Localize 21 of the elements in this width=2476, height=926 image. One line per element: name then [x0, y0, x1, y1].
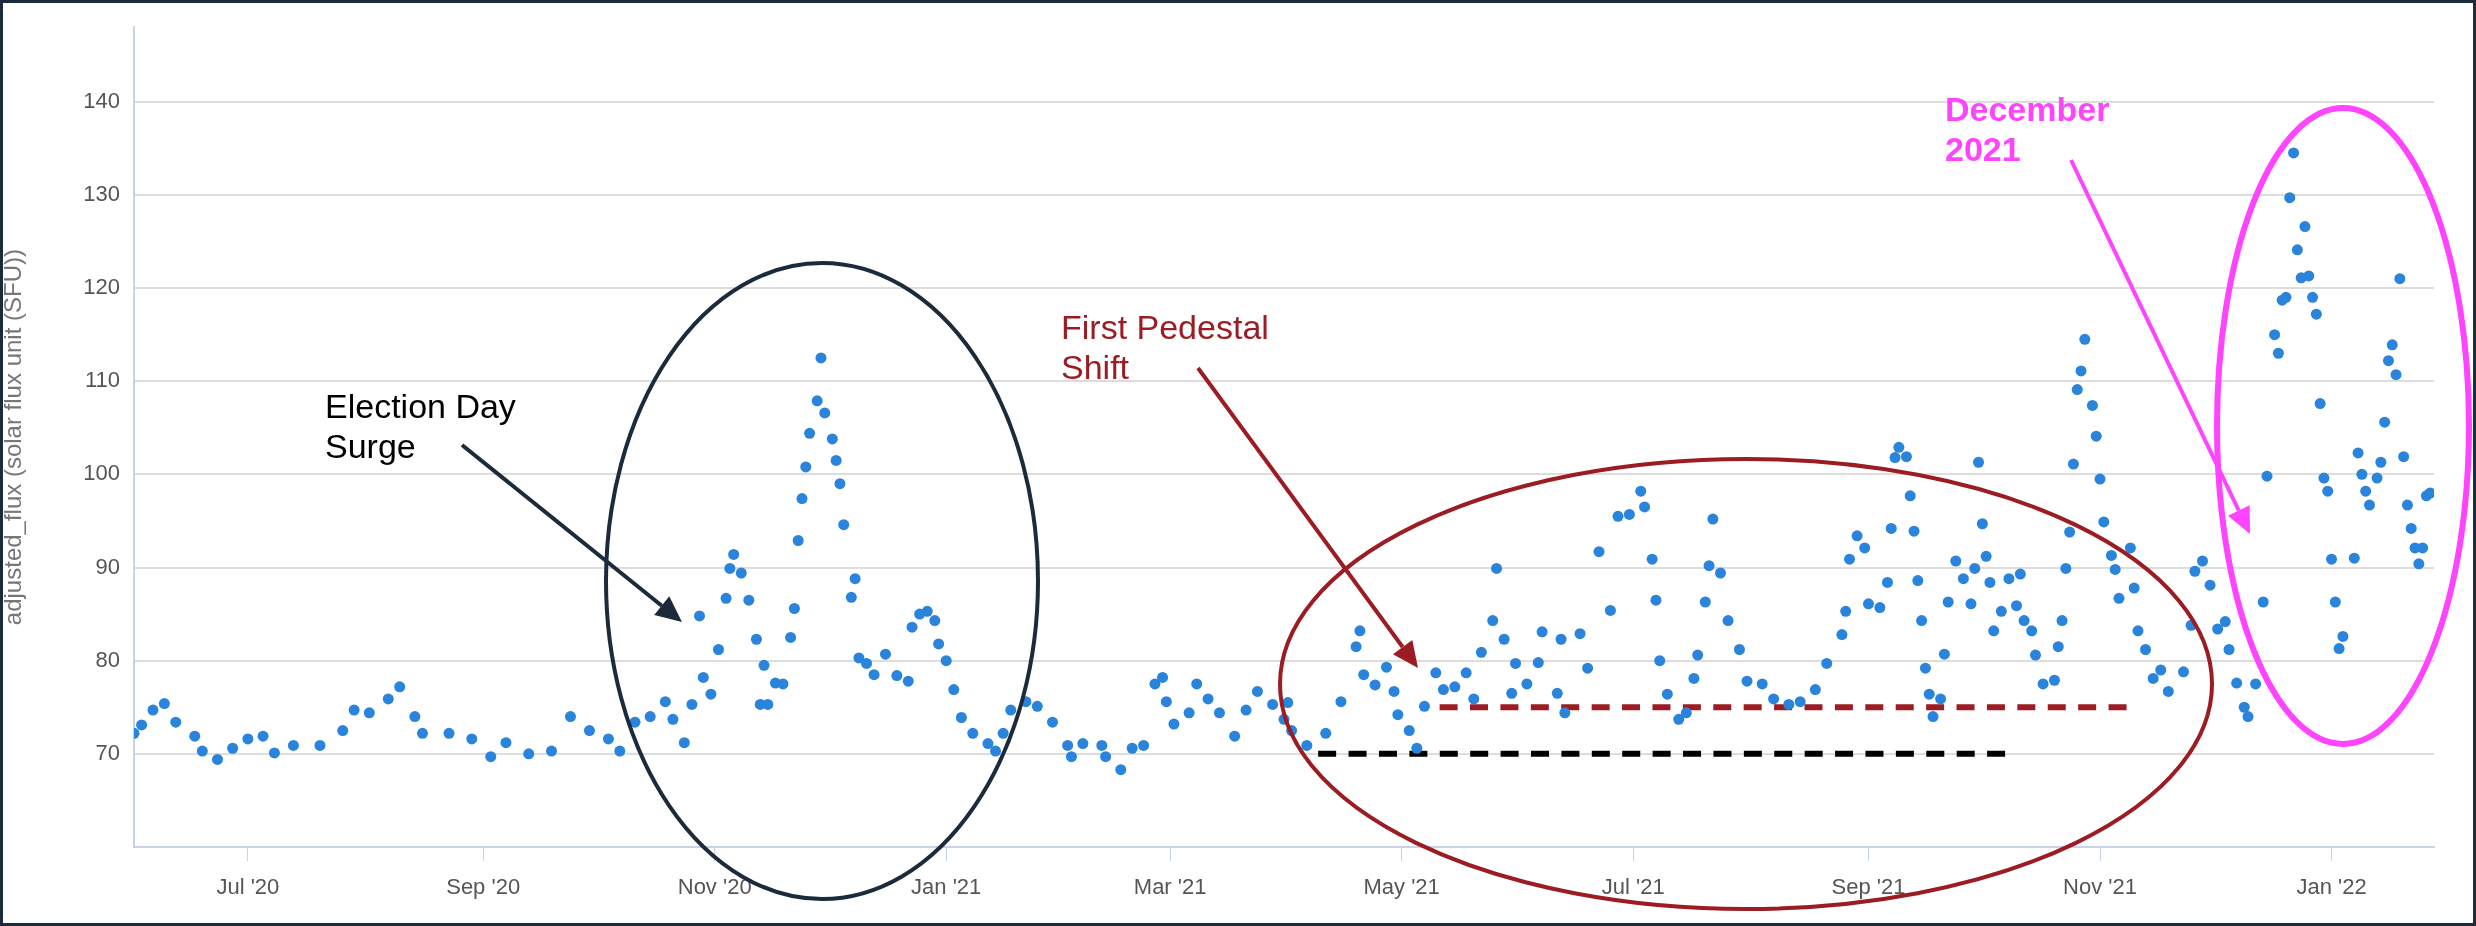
x-tick-label: Mar '21: [1133, 874, 1207, 900]
y-axis-title: adjusted_flux (solar flux unit (SFU)): [0, 249, 27, 626]
x-tick-label: Jan '21: [911, 874, 982, 900]
y-tick-label: 110: [84, 367, 120, 393]
y-tick-label: 120: [83, 274, 120, 300]
y-tick-label: 130: [83, 180, 120, 206]
y-tick-label: 140: [83, 87, 120, 113]
y-tick-label: 100: [83, 460, 120, 486]
x-tick-label: Sep '20: [446, 874, 521, 900]
x-tick-label: Jul '21: [1601, 874, 1665, 900]
y-tick-label: 90: [95, 553, 120, 579]
x-tick-label: Nov '21: [2063, 874, 2137, 900]
x-tick-label: Sep '21: [1831, 874, 1906, 900]
annotation: First Pedestal Shift: [1061, 307, 1270, 387]
x-tick-label: May '21: [1363, 874, 1440, 900]
y-tick-label: 80: [95, 646, 120, 672]
annotation: Election Day Surge: [325, 386, 517, 466]
x-tick-label: Jul '20: [216, 874, 280, 900]
y-tick-label: 70: [95, 739, 120, 765]
x-tick-label: Jan '22: [2296, 874, 2367, 900]
annotation: December 2021: [1945, 89, 2111, 169]
